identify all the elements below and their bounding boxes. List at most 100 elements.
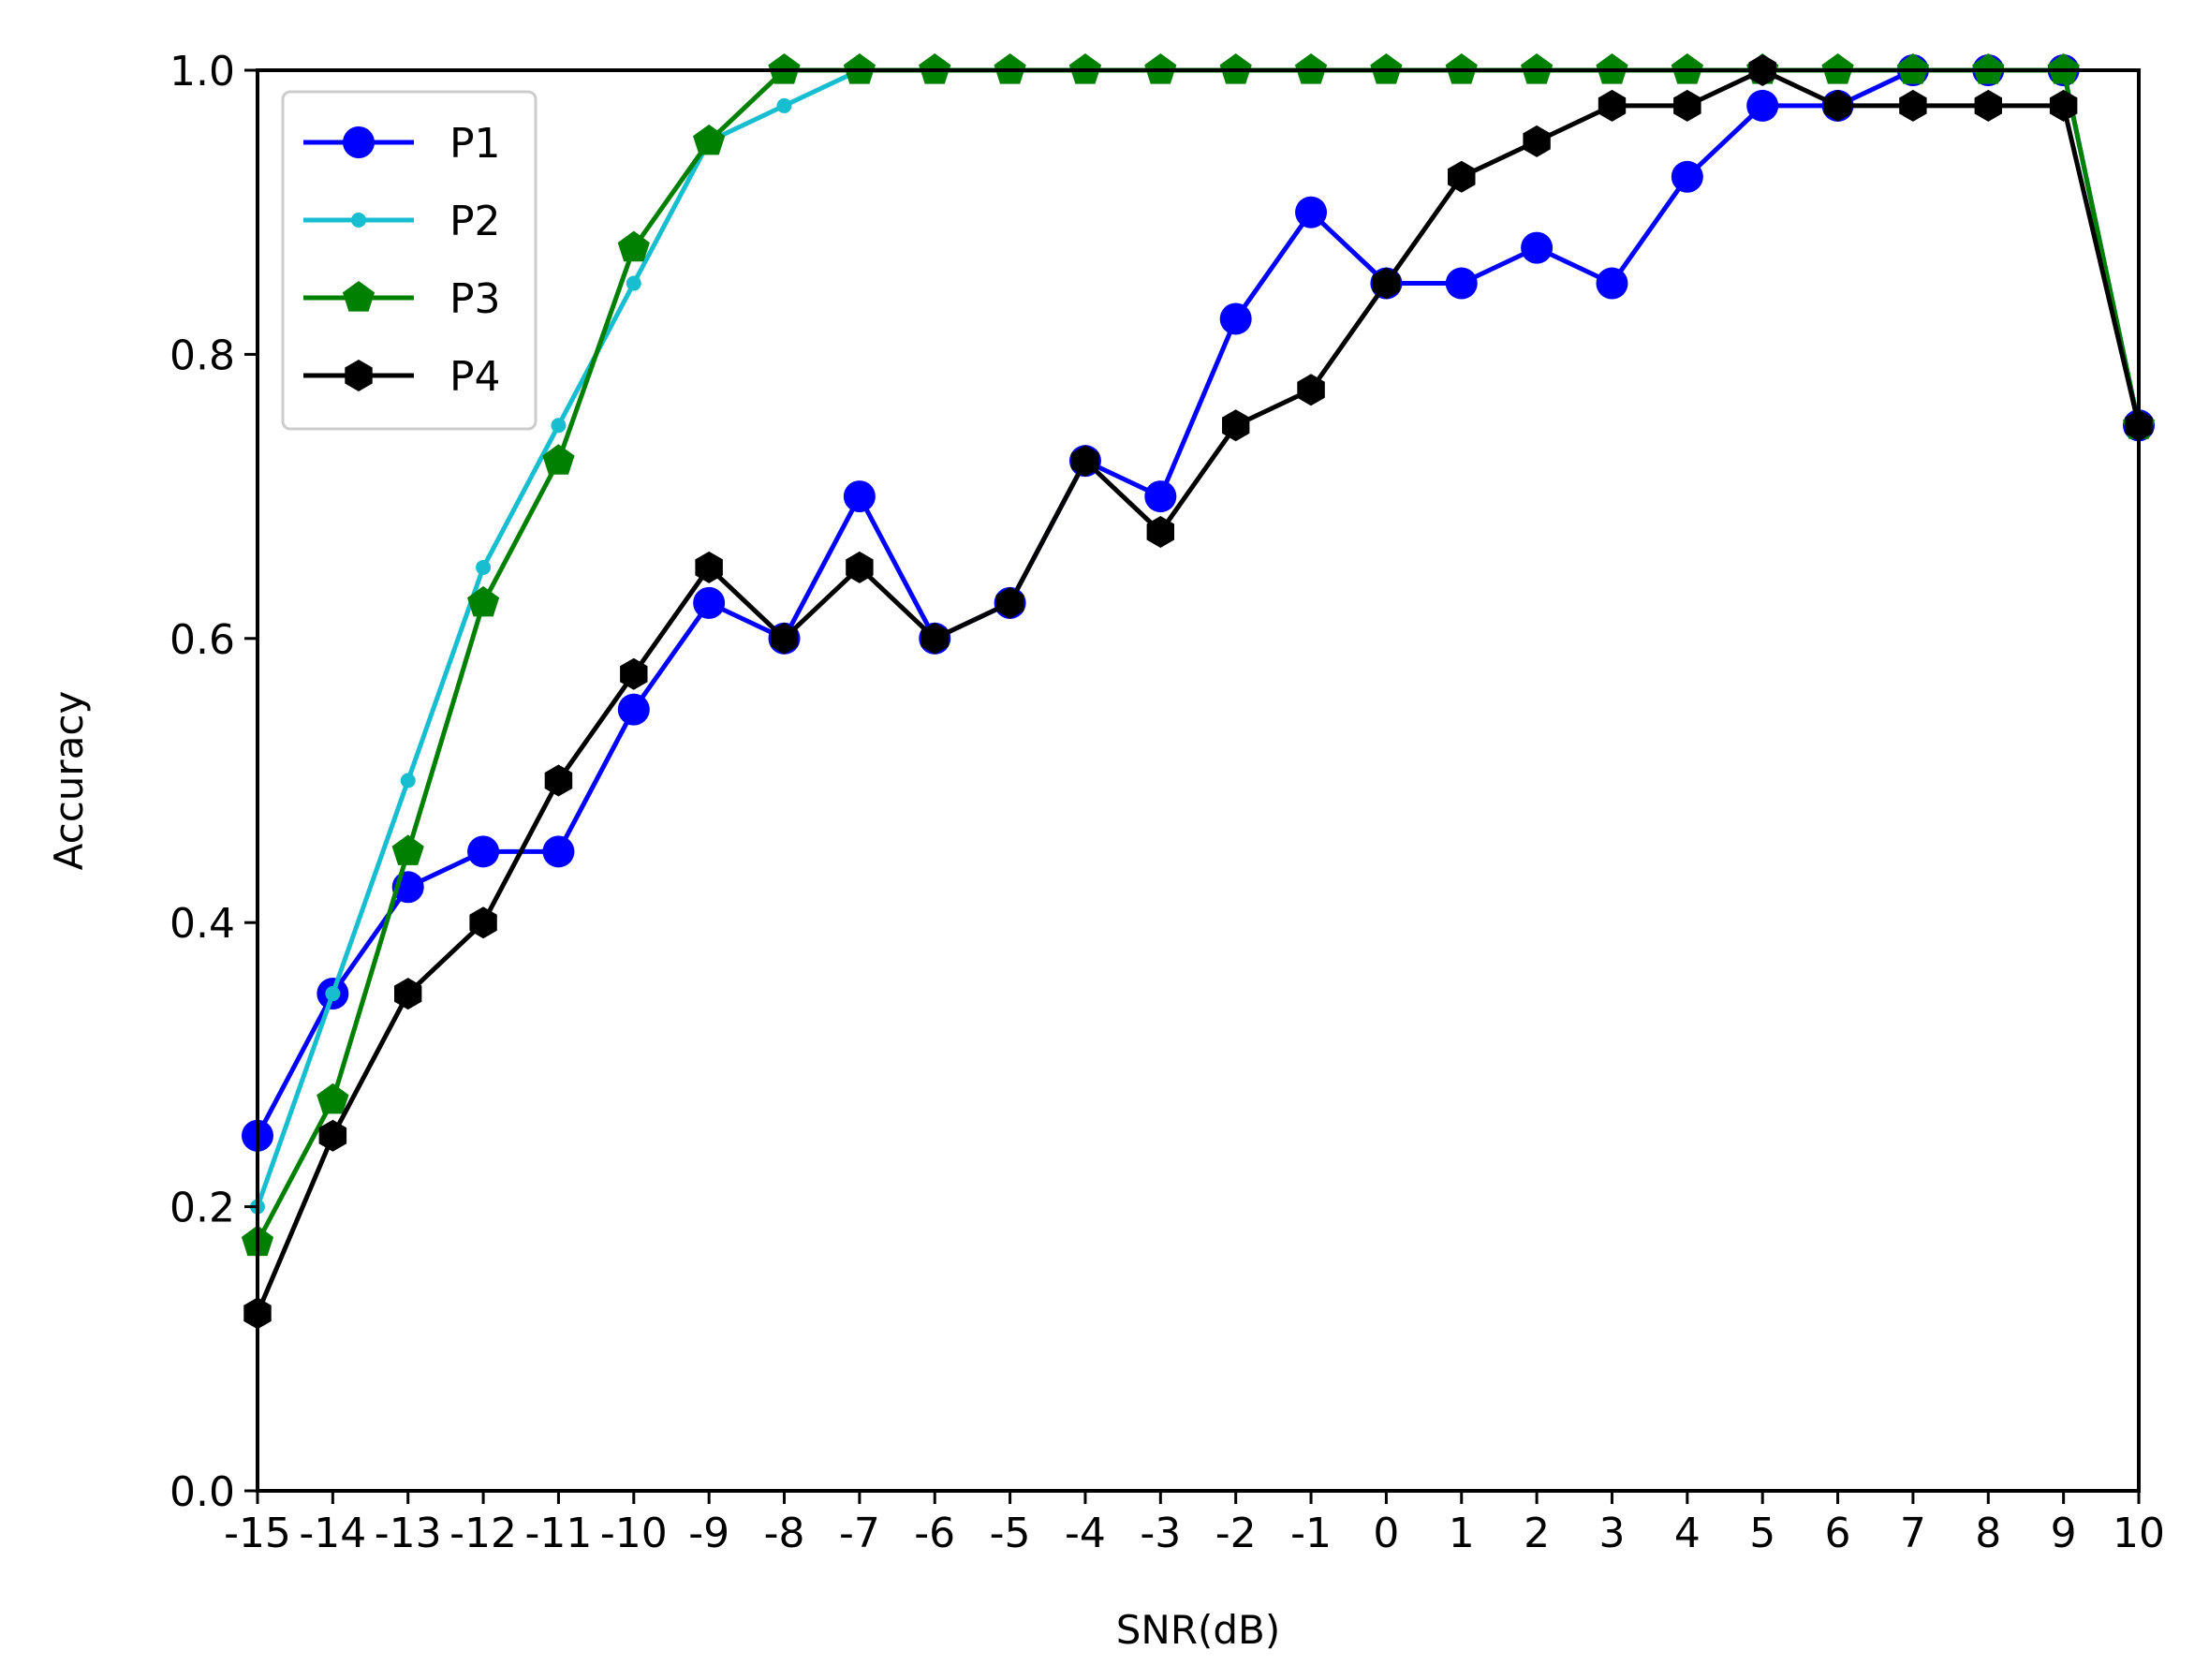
legend-marker	[342, 281, 376, 312]
legend-marker	[343, 126, 375, 158]
legend-item-p1: P1	[303, 120, 501, 168]
data-point	[693, 124, 726, 155]
x-tick-label: 3	[1598, 1510, 1625, 1557]
data-point	[1899, 89, 1927, 122]
data-point	[1521, 231, 1554, 264]
data-point	[544, 764, 573, 797]
data-point	[1144, 480, 1177, 513]
legend-label: P3	[449, 275, 501, 323]
x-tick-label: -6	[914, 1510, 955, 1557]
data-point	[476, 559, 492, 575]
data-point	[617, 693, 650, 726]
legend-box	[281, 90, 538, 431]
x-tick-label: 2	[1524, 1510, 1550, 1557]
data-point	[1372, 267, 1401, 300]
data-point	[325, 986, 341, 1002]
y-tick-label: 0.0	[169, 1468, 235, 1516]
x-tick-label: 7	[1900, 1510, 1926, 1557]
x-tick-label: 5	[1749, 1510, 1775, 1557]
data-point	[1219, 302, 1252, 335]
data-point	[995, 586, 1024, 619]
y-tick-label: 1.0	[169, 48, 235, 96]
plot-area	[258, 70, 2139, 1491]
x-tick-label: -4	[1065, 1510, 1106, 1557]
data-point	[1222, 409, 1250, 442]
x-tick-label: -1	[1290, 1510, 1332, 1557]
data-point	[542, 444, 575, 475]
y-tick-label: 0.6	[169, 616, 235, 664]
data-point	[1598, 89, 1627, 122]
data-point	[617, 230, 650, 262]
x-tick-label: 10	[2113, 1510, 2165, 1557]
legend: P1 P2 P3 P4	[281, 90, 538, 431]
data-point	[1746, 89, 1779, 122]
data-point	[1146, 516, 1174, 548]
y-axis-label: Accuracy	[46, 691, 92, 871]
data-point	[542, 835, 575, 868]
data-point	[626, 275, 641, 291]
legend-label: P4	[449, 353, 501, 401]
data-point	[695, 551, 723, 583]
data-point	[1071, 445, 1099, 478]
x-tick-label: 4	[1674, 1510, 1701, 1557]
x-tick-label: -11	[525, 1510, 593, 1557]
x-tick-label: -14	[299, 1510, 366, 1557]
data-point	[1297, 374, 1325, 406]
axes-layer: 0.00.20.40.60.81.0-15 -14 -13 -12 -11 -10 -9 -8…	[169, 48, 2165, 1557]
data-point	[1671, 160, 1703, 193]
x-tick-label: -13	[375, 1510, 442, 1557]
x-tick-label: 8	[1975, 1510, 2001, 1557]
data-point	[400, 773, 416, 788]
x-tick-label: -3	[1140, 1510, 1181, 1557]
data-point	[770, 622, 799, 655]
legend-label: P1	[449, 120, 501, 168]
data-point	[620, 657, 648, 690]
x-tick-label: -7	[839, 1510, 880, 1557]
x-tick-label: 1	[1449, 1510, 1475, 1557]
x-axis-label: SNR(dB)	[1116, 1607, 1281, 1653]
data-point	[1448, 160, 1476, 193]
y-tick-label: 0.2	[169, 1185, 235, 1232]
data-point	[317, 1083, 349, 1114]
legend-item-p4: P4	[303, 353, 501, 401]
data-point	[467, 835, 500, 868]
data-point	[1596, 267, 1628, 300]
y-tick-label: 0.8	[169, 332, 235, 379]
data-point	[551, 418, 567, 434]
y-tick-label: 0.4	[169, 900, 235, 948]
legend-marker	[345, 360, 373, 391]
data-point	[469, 906, 497, 939]
data-point	[1974, 89, 2002, 122]
x-tick-label: -12	[449, 1510, 517, 1557]
x-tick-label: -15	[224, 1510, 291, 1557]
x-tick-label: 6	[1825, 1510, 1851, 1557]
legend-item-p2: P2	[303, 198, 501, 245]
x-tick-label: 9	[2051, 1510, 2077, 1557]
data-point	[467, 585, 500, 617]
data-point	[1445, 267, 1478, 300]
x-tick-label: -8	[764, 1510, 805, 1557]
data-point	[776, 97, 792, 113]
axes-frame	[256, 68, 2141, 1493]
series-p4	[243, 54, 2153, 1330]
x-tick-label: -5	[990, 1510, 1031, 1557]
data-point	[1823, 89, 1852, 122]
data-point	[693, 586, 726, 619]
data-point	[846, 551, 874, 583]
x-tick-label: -2	[1215, 1510, 1257, 1557]
data-point	[1673, 89, 1701, 122]
data-point	[1523, 125, 1551, 157]
data-point	[843, 480, 876, 513]
legend-item-p3: P3	[303, 275, 501, 323]
legend-label: P2	[449, 198, 501, 245]
data-point	[920, 622, 949, 655]
x-tick-label: -10	[600, 1510, 668, 1557]
legend-marker	[351, 213, 366, 228]
x-tick-label: 0	[1373, 1510, 1399, 1557]
data-point	[394, 978, 422, 1010]
x-tick-label: -9	[688, 1510, 729, 1557]
data-point	[2049, 89, 2078, 122]
data-point	[1295, 196, 1328, 228]
data-point	[391, 834, 424, 865]
